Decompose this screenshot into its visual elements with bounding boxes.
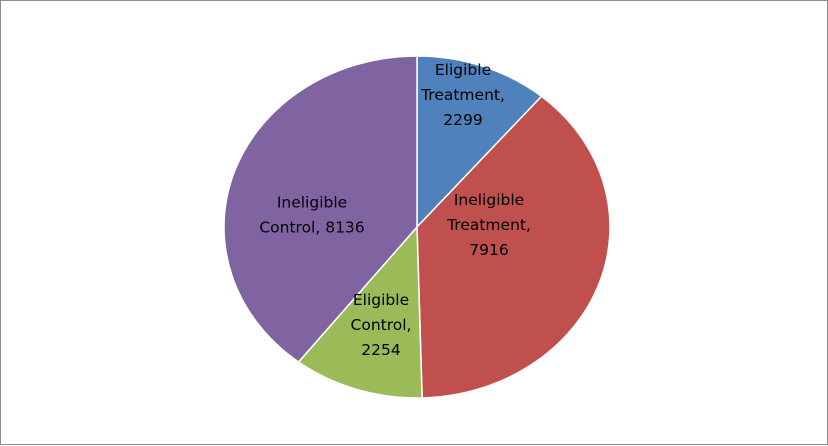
- data-label-eligible-treatment: Eligible Treatment, 2299: [420, 61, 505, 129]
- data-label-eligible-control: Eligible Control, 2254: [351, 291, 412, 359]
- pie-slices: [223, 55, 611, 399]
- pie-slice-eligible-control: [297, 226, 423, 399]
- pie-slice-eligible-treatment: [416, 55, 543, 228]
- pie-slice-ineligible-control: [223, 55, 418, 363]
- data-label-ineligible-control: Ineligible Control, 8136: [259, 194, 364, 237]
- pie-labels: Eligible Treatment, 2299 Ineligible Treatmen…: [259, 61, 531, 359]
- pie-slice-ineligible-treatment: [416, 95, 611, 399]
- data-label-ineligible-treatment: Ineligible Treatment, 7916: [446, 191, 531, 259]
